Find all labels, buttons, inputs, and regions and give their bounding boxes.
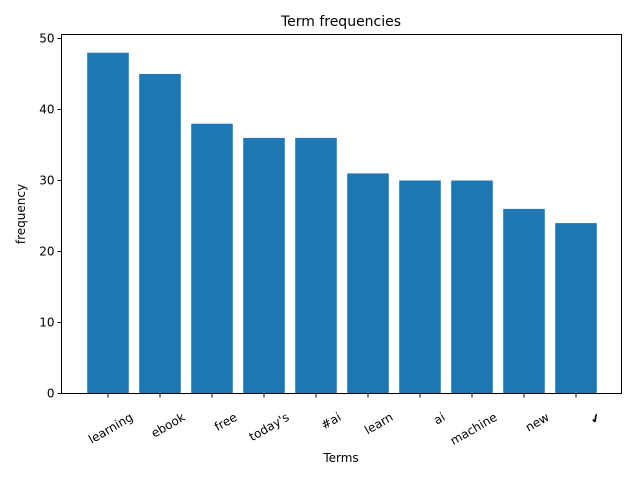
chart-title: Term frequencies <box>280 14 401 30</box>
bar-4 <box>295 137 337 394</box>
plot-frame <box>61 34 622 394</box>
y-tick-label: 40 <box>39 103 54 117</box>
bar-7 <box>451 180 493 394</box>
y-tick-label: 10 <box>39 316 54 330</box>
bar-9 <box>555 223 597 394</box>
y-tick-label: 30 <box>39 174 54 188</box>
bar-5 <box>347 173 389 394</box>
x-tick-label: ai <box>431 410 447 427</box>
bar-8 <box>503 208 545 394</box>
x-tick-label: machine <box>448 410 500 448</box>
y-axis-label: frequency <box>14 184 28 244</box>
y-tick-label: 0 <box>47 387 55 401</box>
bars-group <box>87 52 597 394</box>
y-tick-label: 50 <box>39 32 54 46</box>
bar-2 <box>191 123 233 394</box>
bar-6 <box>399 180 441 394</box>
y-axis-ticks: 0 10 20 30 40 50 <box>39 32 62 401</box>
x-tick-label: #ai <box>319 410 344 432</box>
bar-0 <box>87 52 129 394</box>
x-tick-label: learn <box>362 410 395 437</box>
bar-1 <box>139 74 181 394</box>
x-tick-label: free <box>212 410 240 434</box>
bar-3 <box>243 137 285 394</box>
x-tick-label: today's <box>247 410 292 444</box>
x-tick-label: ✔ <box>588 410 604 427</box>
x-tick-label: learning <box>86 410 135 447</box>
y-tick-label: 20 <box>39 245 54 259</box>
x-axis-ticks: learning ebook free today's #ai learn ai machin… <box>86 393 604 448</box>
x-tick-label: ebook <box>149 410 188 440</box>
x-tick-label: new <box>523 410 552 435</box>
x-axis-label: Terms <box>322 451 358 465</box>
